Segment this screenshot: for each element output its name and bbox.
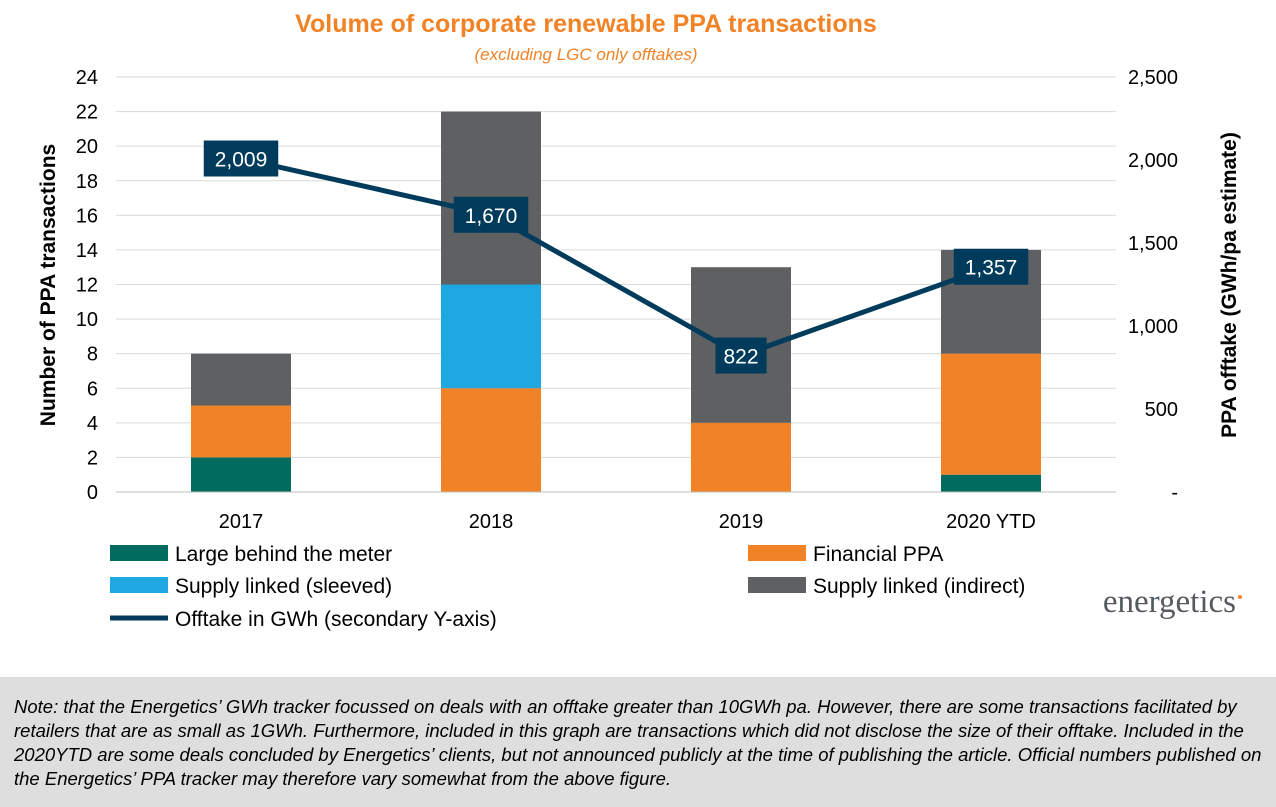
legend-label: Offtake in GWh (secondary Y-axis) [175,608,497,631]
bar-segment [441,284,541,389]
y-tick-label: 10 [76,309,98,331]
offtake-label-box [953,248,1029,285]
chart-subtitle: (excluding LGC only offtakes) [475,45,698,64]
offtake-labels: 2,009 1,670 822 1,357 [203,140,1029,374]
bar-segment [191,457,291,492]
bars [191,111,1041,492]
offtake-label: 1,670 [465,205,518,228]
y-tick-label: 22 [76,102,98,124]
bar-segment [191,353,291,406]
x-tick-label: 2017 [219,511,264,533]
y-tick-label: 0 [87,482,98,504]
offtake-label: 822 [723,346,758,369]
bar-segment [941,353,1041,475]
offtake-polyline [240,156,992,359]
y-tick-label: 8 [87,344,98,366]
y2-tick-label: 1,500 [1128,233,1178,255]
offtake-line [240,156,992,359]
bar-segment [441,388,541,492]
footnote: Note: that the Energetics’ GWh tracker f… [0,677,1276,807]
offtake-label-box [715,337,767,374]
offtake-label: 2,009 [215,149,268,172]
offtake-label: 1,357 [965,257,1018,280]
x-tick-label: 2020 YTD [946,511,1036,533]
legend-swatch [748,577,806,593]
y-axis-title: Number of PPA transactions [37,144,60,426]
bar-segment [191,405,291,458]
y2-tick-label: 2,500 [1128,67,1178,89]
bar-segment [941,474,1041,492]
logo-dot [1238,595,1242,599]
legend-label: Supply linked (indirect) [813,575,1025,598]
y-tick-label: 16 [76,205,98,227]
legend-label: Large behind the meter [175,543,392,566]
x-tick-label: 2018 [469,511,514,533]
y-tick-label: 4 [87,413,98,435]
y-tick-label: 18 [76,171,98,193]
y2-tick-label: 1,000 [1128,316,1178,338]
y-tick-label: 24 [76,67,98,89]
y-tick-label: 6 [87,378,98,400]
y2-axis-title: PPA offtake (GWh/pa estimate) [1218,132,1241,438]
y-tick-label: 12 [76,275,98,297]
legend-swatch [748,545,806,561]
y2-tick-label: 2,000 [1128,150,1178,172]
legend-label: Supply linked (sleeved) [175,575,392,598]
y-tick-label: 20 [76,136,98,158]
offtake-label-box [203,140,279,177]
legend-swatch [110,577,168,593]
y2-tick-label: - [1171,482,1178,504]
y2-tick-label: 500 [1145,399,1178,421]
y-tick-label: 14 [76,240,98,262]
legend-label: Financial PPA [813,543,943,566]
legend-swatch [110,545,168,561]
chart-title: Volume of corporate renewable PPA transa… [295,10,877,38]
ppa-chart: Volume of corporate renewable PPA transa… [37,10,1242,631]
energetics-logo: energetics [1103,584,1236,620]
axes: 024681012141618202224-5001,0001,5002,000… [76,67,1178,533]
offtake-label-box [453,196,529,233]
x-tick-label: 2019 [719,511,764,533]
legend: Large behind the meter Financial PPA Suppl… [110,543,1025,631]
y-tick-label: 2 [87,447,98,469]
bar-segment [691,422,791,492]
